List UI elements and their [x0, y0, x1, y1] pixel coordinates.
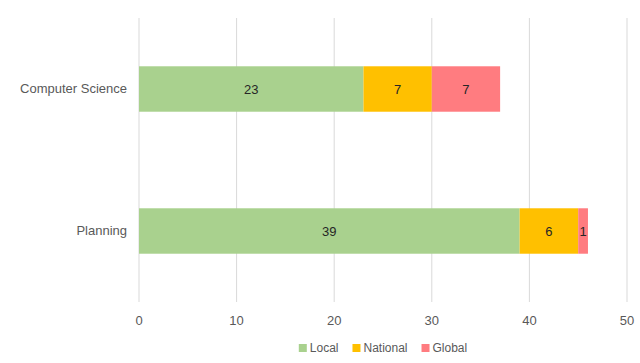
tick-label: 30 [425, 313, 439, 328]
tick-label: 50 [620, 313, 634, 328]
chart-container: 0 10 20 30 40 50 Computer Science Planning 23 39 7… [0, 0, 640, 363]
legend-swatch [299, 344, 307, 352]
data-label: 39 [322, 224, 336, 239]
grid-line [529, 18, 530, 302]
bar [363, 66, 431, 111]
legend-swatch [422, 344, 430, 352]
grid-line [627, 18, 628, 302]
tick-label: 40 [522, 313, 536, 328]
bar [139, 208, 520, 253]
data-label: 7 [394, 82, 401, 97]
grid-line [431, 18, 432, 302]
data-labels: 23 39 7 6 7 1 [244, 82, 587, 239]
legend-item: Global [422, 341, 468, 355]
grid-line [334, 18, 335, 302]
grid-line [236, 18, 237, 302]
data-label: 7 [462, 82, 469, 97]
tick-label: 10 [229, 313, 243, 328]
legend: Local National Global [299, 341, 467, 355]
legend-label: Local [310, 341, 339, 355]
category-label: Computer Science [20, 81, 127, 96]
data-label: 6 [545, 224, 552, 239]
legend-swatch [352, 344, 360, 352]
data-label: 23 [244, 82, 258, 97]
grid-line [139, 18, 140, 302]
data-label: 1 [579, 224, 586, 239]
category-label: Planning [76, 223, 127, 238]
legend-label: Global [433, 341, 468, 355]
bar [520, 208, 579, 253]
tick-label: 0 [135, 313, 142, 328]
bar [139, 66, 363, 111]
tick-label: 20 [327, 313, 341, 328]
legend-label: National [363, 341, 407, 355]
grid [139, 18, 627, 302]
legend-item: Local [299, 341, 339, 355]
legend-item: National [352, 341, 407, 355]
bar [578, 208, 588, 253]
bar [432, 66, 500, 111]
bars [139, 66, 588, 253]
chart: 0 10 20 30 40 50 Computer Science Planning 23 39 7… [0, 0, 640, 363]
